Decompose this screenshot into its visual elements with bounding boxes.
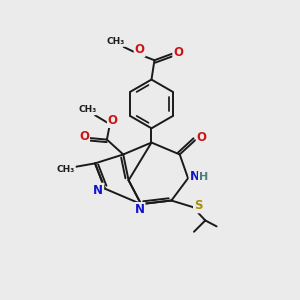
Text: CH₃: CH₃ bbox=[79, 105, 97, 114]
Text: N: N bbox=[135, 203, 145, 216]
Text: O: O bbox=[173, 46, 183, 59]
Text: O: O bbox=[79, 130, 89, 143]
Text: O: O bbox=[197, 131, 207, 144]
Text: O: O bbox=[135, 43, 145, 56]
Text: N: N bbox=[190, 170, 200, 183]
Text: CH₃: CH₃ bbox=[107, 37, 125, 46]
Text: S: S bbox=[194, 200, 203, 212]
Text: O: O bbox=[108, 114, 118, 127]
Text: N: N bbox=[93, 184, 103, 196]
Text: H: H bbox=[199, 172, 208, 182]
Text: CH₃: CH₃ bbox=[57, 165, 75, 174]
